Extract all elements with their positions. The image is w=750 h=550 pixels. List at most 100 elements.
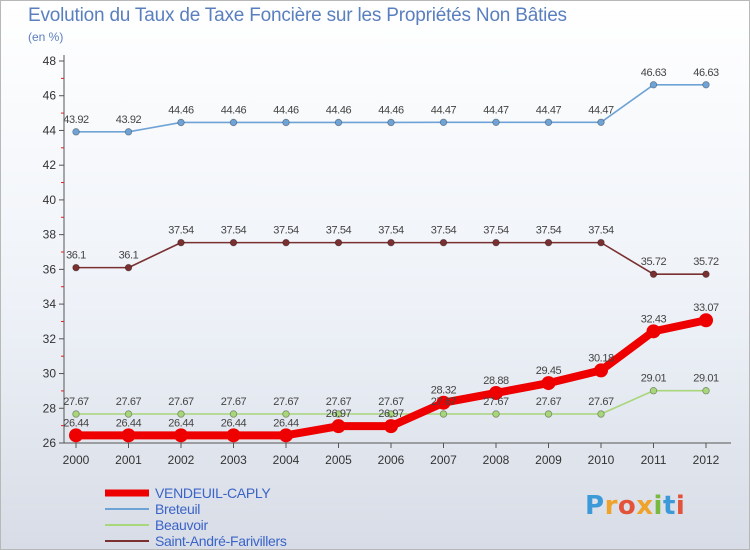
data-point: [177, 238, 185, 247]
legend-label: VENDEUIL-CAPLY: [155, 485, 271, 501]
data-label: 26.97: [378, 408, 404, 420]
data-label: 27.67: [326, 396, 352, 408]
data-label: 29.01: [693, 373, 719, 385]
data-point: [597, 410, 605, 418]
logo-letter: P: [585, 491, 605, 521]
data-label: 28.32: [431, 385, 457, 397]
x-tick-label: 2002: [168, 453, 195, 467]
x-tick-label: 2010: [588, 453, 615, 467]
data-point: [646, 324, 661, 339]
data-label: 37.54: [273, 225, 299, 237]
y-unit-label: (en %): [28, 30, 64, 44]
data-point: [331, 419, 346, 434]
x-tick-label: 2004: [273, 453, 300, 467]
data-point: [439, 118, 448, 126]
logo-letter: x: [636, 491, 654, 521]
data-point: [334, 118, 343, 127]
data-point: [282, 410, 290, 418]
data-point: [702, 270, 710, 278]
data-point: [282, 238, 290, 247]
data-point: [282, 118, 290, 127]
data-label: 27.67: [483, 396, 509, 408]
legend-label: Saint-André-Farivillers: [155, 533, 287, 549]
data-point: [544, 238, 553, 247]
data-label: 37.54: [378, 225, 404, 237]
data-point: [649, 387, 658, 395]
data-point: [124, 410, 133, 418]
data-point: [72, 128, 80, 136]
data-point: [229, 118, 238, 127]
data-label: 44.46: [378, 104, 404, 116]
data-point: [649, 270, 658, 278]
y-tick-label: 38: [43, 228, 57, 242]
x-tick-label: 2009: [535, 453, 562, 467]
legend-label: Beauvoir: [155, 517, 208, 533]
x-tick-label: 2006: [378, 453, 405, 467]
data-point: [72, 263, 80, 272]
data-label: 44.46: [221, 104, 247, 116]
data-label: 37.54: [326, 225, 352, 237]
x-tick-label: 2005: [325, 453, 352, 467]
data-label: 26.44: [116, 417, 142, 429]
logo-letter: o: [617, 491, 637, 521]
data-point: [387, 238, 395, 247]
data-point: [384, 419, 398, 434]
data-point: [702, 81, 710, 89]
y-tick-label: 42: [43, 158, 57, 172]
data-point: [594, 363, 608, 378]
data-point: [124, 128, 133, 136]
data-point: [649, 81, 658, 89]
data-label: 44.47: [536, 104, 562, 116]
y-tick-label: 28: [43, 401, 57, 415]
data-label: 29.01: [641, 373, 667, 385]
data-point: [226, 428, 241, 443]
data-point: [387, 118, 395, 127]
x-tick-label: 2007: [430, 453, 457, 467]
data-label: 36.1: [119, 250, 139, 262]
data-point: [174, 428, 188, 443]
data-label: 32.43: [641, 313, 667, 325]
data-label: 27.67: [168, 396, 194, 408]
data-point: [279, 428, 293, 443]
data-label: 27.67: [116, 396, 142, 408]
data-point: [439, 238, 448, 247]
data-label: 26.44: [168, 417, 194, 429]
legend-label: Breteuil: [155, 501, 200, 517]
data-point: [229, 238, 238, 247]
data-label: 30.18: [588, 352, 614, 364]
data-label: 26.97: [326, 408, 352, 420]
y-tick-label: 30: [43, 367, 57, 381]
y-tick-label: 34: [43, 297, 57, 311]
data-point: [544, 118, 553, 126]
data-label: 27.67: [221, 396, 247, 408]
data-point: [124, 263, 133, 272]
data-label: 44.46: [273, 104, 299, 116]
data-point: [492, 118, 500, 126]
data-label: 37.54: [221, 225, 247, 237]
y-tick-label: 36: [43, 262, 57, 276]
data-point: [177, 410, 185, 418]
data-point: [541, 376, 556, 391]
x-tick-label: 2000: [63, 453, 90, 467]
logo-letter: i: [653, 491, 663, 521]
data-label: 26.44: [63, 417, 89, 429]
data-point: [229, 410, 238, 418]
data-point: [492, 410, 500, 418]
x-tick-label: 2003: [220, 453, 247, 467]
data-label: 27.67: [273, 396, 299, 408]
data-label: 37.54: [168, 225, 194, 237]
x-tick-label: 2008: [483, 453, 510, 467]
data-label: 33.07: [693, 302, 719, 314]
data-point: [544, 410, 553, 418]
data-point: [489, 385, 503, 400]
x-tick-label: 2011: [641, 453, 667, 467]
y-tick-label: 46: [43, 89, 57, 103]
data-label: 46.63: [693, 67, 719, 79]
data-label: 44.46: [326, 104, 352, 116]
logo-letter: r: [604, 491, 618, 521]
data-point: [702, 387, 710, 395]
data-point: [121, 428, 136, 443]
data-point: [436, 395, 451, 410]
logo-letter: i: [675, 491, 686, 521]
